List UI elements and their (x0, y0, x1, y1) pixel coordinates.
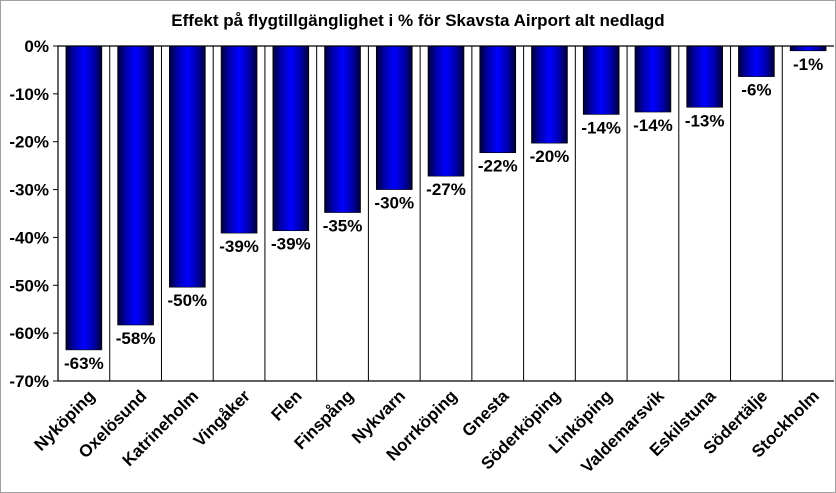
category-label: Flen (267, 386, 305, 424)
bar-3 (169, 45, 206, 288)
category-label: Vingåker (190, 386, 254, 450)
bar-7 (375, 45, 413, 190)
data-label: -6% (741, 81, 771, 100)
y-tick-label: -70% (9, 372, 49, 391)
bar-14 (738, 45, 775, 77)
bar-4 (220, 45, 258, 234)
data-label: -1% (793, 55, 823, 74)
data-label: -50% (167, 291, 207, 310)
bar-11 (582, 45, 620, 115)
y-tick-label: 0% (24, 37, 49, 56)
bar-10 (531, 45, 568, 144)
data-label: -39% (271, 235, 311, 254)
bar-12 (634, 45, 672, 113)
y-tick-label: -40% (9, 228, 49, 247)
y-tick-label: -30% (9, 181, 49, 200)
bar-13 (686, 45, 723, 108)
bar-1 (65, 45, 103, 351)
chart-title: Effekt på flygtillgänglighet i % för Ska… (171, 11, 665, 30)
data-label: -39% (219, 237, 259, 256)
bar-2 (117, 45, 154, 326)
y-tick-label: -60% (9, 324, 49, 343)
data-label: -14% (581, 118, 621, 137)
bar-8 (427, 45, 465, 177)
data-label: -63% (64, 354, 104, 373)
data-label: -14% (633, 116, 673, 135)
bar-15 (789, 45, 827, 52)
bar-6 (324, 45, 361, 213)
data-label: -35% (323, 217, 363, 236)
bar-9 (479, 45, 517, 154)
bar-5 (272, 45, 310, 232)
data-label: -13% (685, 111, 725, 130)
y-tick-label: -20% (9, 133, 49, 152)
data-label: -58% (116, 329, 156, 348)
y-tick-label: -50% (9, 276, 49, 295)
data-label: -27% (426, 180, 466, 199)
data-label: -20% (530, 147, 570, 166)
data-label: -22% (478, 157, 518, 176)
y-tick-label: -10% (9, 85, 49, 104)
data-label: -30% (374, 194, 414, 213)
